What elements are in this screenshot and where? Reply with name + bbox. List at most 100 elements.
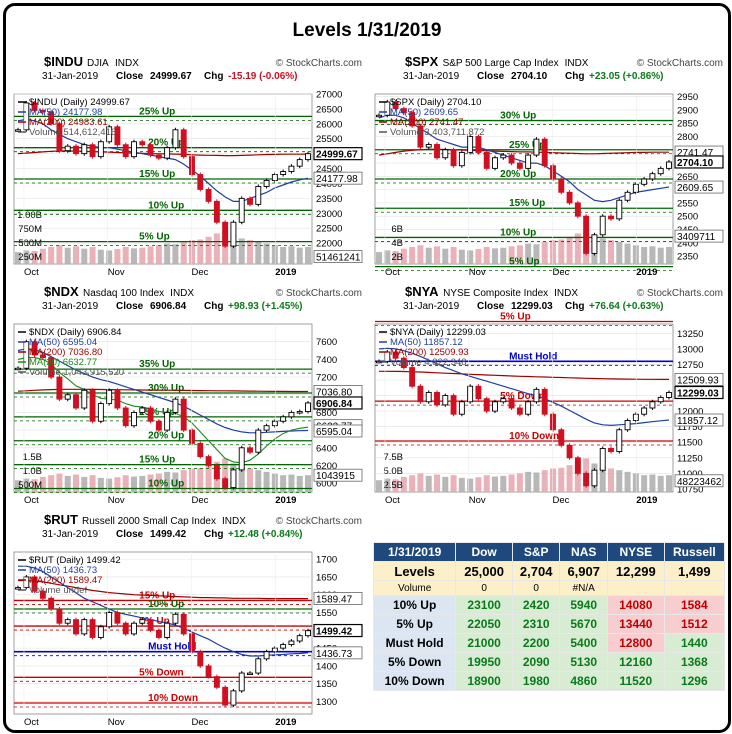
table-cell: 1980 [511,671,561,691]
table-cell: 1512 [663,614,726,634]
legend-entry: $RUT (Daily) 1499.42 [29,555,121,566]
volume-bar [508,246,515,264]
chg-value: +23.05 (+0.86%) [589,71,664,82]
price-candle [467,385,474,403]
y-tick-label: 13250 [677,329,703,340]
price-candle [89,389,96,422]
price-candle [147,619,154,631]
chart-svg-nya: $NYA NYSE Composite Index INDX © StockChart… [374,284,724,506]
price-candle [632,183,639,193]
volume-bar [48,247,55,264]
volume-bar [632,473,639,492]
volume-bar [500,475,507,492]
y-tick-label: 27000 [316,90,342,101]
y-tick-label: 1700 [316,555,337,566]
price-candle [566,444,573,459]
volume-axis-label: 250M [18,252,42,263]
volume-bar [425,247,432,264]
price-candle [392,351,399,359]
table-header-cell: Russell [663,542,726,562]
price-candle [255,429,262,453]
volume-bar [525,243,532,264]
price-candle [500,154,507,159]
volume-bar [114,249,121,264]
volume-bar [172,472,179,492]
legend-entry: MA(50) 24177.98 [29,107,102,118]
y-tick-label: 1650 [316,572,337,583]
table-cell: 22050 [455,614,513,634]
volume-bar [558,239,565,264]
volume-bar [205,236,212,264]
legend-entry: Volume undef [29,585,87,596]
price-candle [106,612,113,628]
price-candle [205,456,212,466]
volume-bar [475,249,482,264]
chart-name: Russell 2000 Small Cap Index [82,516,216,527]
price-candle [288,640,295,646]
price-candle [180,613,187,635]
volume-bar [263,471,270,492]
volume-bar [541,241,548,264]
table-header-cell: Dow [455,542,513,562]
close-label: Close [116,71,144,82]
volume-bar [139,475,146,492]
volume-bar [467,478,474,492]
chart-date: 31-Jan-2019 [42,529,99,540]
table-row: 5% Down 19950 2090 5130 12160 1368 [372,652,726,672]
x-tick-label: Oct [24,717,39,728]
y-tick-label: 11750 [677,422,703,433]
y-tick-label: 26500 [316,104,342,115]
price-candle [591,234,598,254]
level-label: Must Hold [509,351,557,362]
price-candle [147,144,154,156]
price-candle [657,167,664,175]
price-candle [15,587,21,590]
price-candle [222,221,229,247]
price-candle [616,199,623,220]
price-candle [213,200,220,223]
y-tick-label: 6400 [316,443,337,454]
volume-bar [180,241,187,264]
price-candle [205,665,212,678]
y-tick-label: 2950 [677,92,698,103]
table-cell: 2090 [511,652,561,672]
volume-bar [450,247,457,264]
table-cell: #N/A [559,580,608,596]
chg-label: Chg [565,71,584,82]
price-candle [467,136,474,153]
legend-entry: MA(200) 12509.93 [390,347,469,358]
price-candle [296,159,303,167]
price-candle [48,357,55,378]
y-tick-label: 11000 [677,469,703,480]
last-value-label: 11857.12 [677,416,718,427]
volume-bar [566,236,573,264]
x-tick-label: Dec [192,495,209,506]
ma200-line [379,370,669,380]
chart-spx: $SPX S&P 500 Large Cap Index INDX © StockCh… [367,48,725,278]
y-tick-label: 1300 [316,697,337,708]
chart-date: 31-Jan-2019 [403,301,460,312]
price-candle [434,391,440,406]
price-candle [657,396,664,403]
ma50-line [18,565,309,657]
table-row-label: 10% Up [372,595,457,615]
level-label: 20% Up [148,431,184,442]
volume-bar [271,245,278,264]
legend-entry: MA(20) 6632.77 [29,357,97,368]
table-row-label: Must Hold [372,633,457,653]
y-tick-label: 6800 [316,408,337,419]
level-label: 20% Up [500,169,536,180]
chart-ndx: $NDX Nasdaq 100 Index INDX © StockCharts.co… [6,278,364,506]
y-tick-label: 2500 [677,212,698,223]
price-candle [550,165,556,180]
volume-axis-label: 5.0B [383,466,403,477]
y-tick-label: 2350 [677,252,698,263]
chart-rut: $RUT Russell 2000 Small Cap Index INDX © St… [6,506,364,728]
volume-bar [15,252,21,264]
volume-bar [81,248,88,264]
price-candle [255,658,262,674]
volume-bar [516,245,523,264]
table-cell: 14080 [606,595,665,615]
volume-bar [147,246,154,264]
price-candle [56,376,63,400]
